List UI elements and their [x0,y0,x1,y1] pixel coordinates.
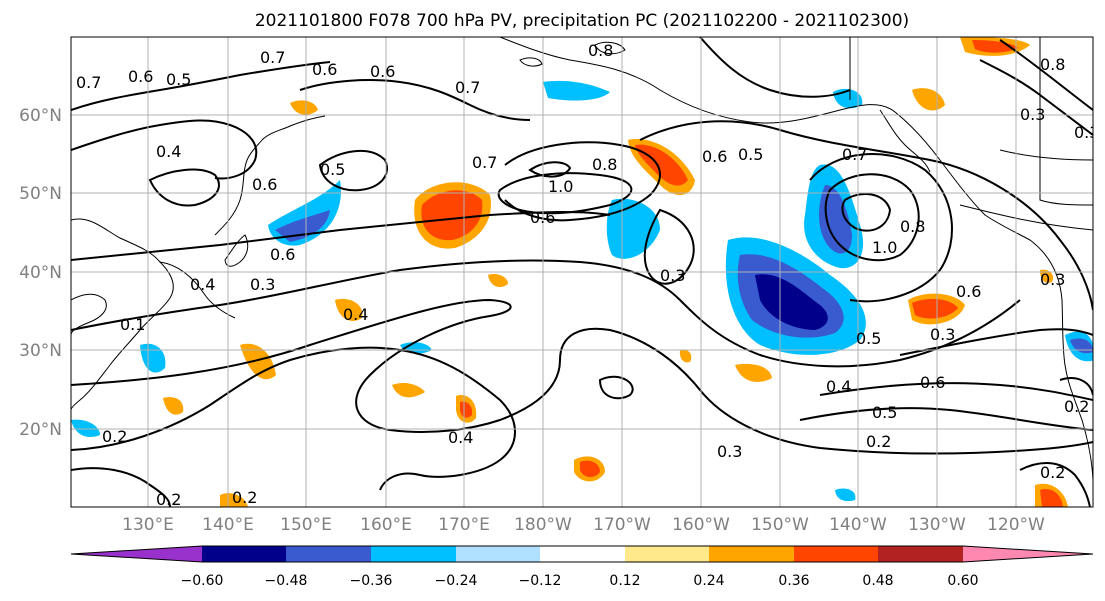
colorbar-label: 0.24 [693,573,724,589]
contour-label: 0.5 [872,403,897,422]
colorbar-label: −0.12 [519,573,562,589]
latitude-labels: 60°N 50°N 40°N 30°N 20°N [19,106,62,440]
contour-label: 0.6 [920,373,945,392]
colorbar-label: 0.12 [609,573,640,589]
colorbar-segment [456,546,540,562]
coastlines [71,37,1093,481]
colorbar-segment [794,546,878,562]
colorbar-extend-high [963,546,1093,562]
colorbar-label: −0.24 [435,573,478,589]
contour-label: 0.7 [455,78,480,97]
contour-label: 0.2 [102,427,127,446]
lon-label-130e: 130°E [122,515,174,535]
contour-label: 0.1 [120,315,145,334]
colorbar-label: −0.36 [350,573,393,589]
contour-label: 0.7 [842,145,867,164]
contour-label: 0.7 [472,153,497,172]
contour-label: 0.6 [128,67,153,86]
contour-label: 0.6 [370,62,395,81]
contour-label: 0.3 [930,325,955,344]
longitude-labels: 130°E 140°E 150°E 160°E 170°E 180°W 170°… [122,515,1045,535]
contour-label: 0.3 [1020,105,1045,124]
contour-label: 0.2 [866,432,891,451]
colorbar-segments [70,545,1094,563]
colorbar-label: 0.48 [862,573,893,589]
lon-label-160e: 160°E [360,515,412,535]
lon-label-150e: 150°E [280,515,332,535]
contour-label: 0.6 [312,60,337,79]
colorbar-extend-low [71,546,202,562]
contour-label: 0.3 [1074,123,1099,142]
lat-label-40n: 40°N [19,263,62,283]
contour-label: 0.4 [826,377,851,396]
colorbar-label: −0.48 [265,573,308,589]
contour-label: 0.6 [530,208,555,227]
contour-label: 0.5 [856,329,881,348]
contour-label: 0.2 [156,490,181,509]
lat-label-20n: 20°N [19,420,62,440]
contour-label: 1.0 [872,238,897,257]
contour-label: 0.3 [660,266,685,285]
contour-label: 0.4 [156,142,181,161]
lon-label-120w: 120°W [987,515,1045,535]
colorbar-segment [540,546,625,562]
lon-label-140e: 140°E [202,515,254,535]
contour-label: 0.6 [252,175,277,194]
colorbar-outline [70,545,1094,563]
lon-label-180w: 180°W [514,515,572,535]
contour-label: 0.5 [320,160,345,179]
colorbar-segment [878,546,963,562]
colorbar-label: 0.60 [947,573,978,589]
lon-label-130w: 130°W [908,515,966,535]
lat-label-30n: 30°N [19,341,62,361]
lat-label-50n: 50°N [19,184,62,204]
colorbar-segment [709,546,794,562]
contour-label: 0.6 [956,282,981,301]
contour-label: 0.7 [76,73,101,92]
contour-label: 0.5 [166,70,191,89]
contour-label: 1.0 [548,177,573,196]
map-panel: 0.5 0.7 0.6 0.7 0.8 0.7 0.6 0.6 0.4 0.6 … [70,36,1099,509]
lon-label-150w: 150°W [751,515,809,535]
lat-label-60n: 60°N [19,106,62,126]
contour-label: 0.8 [592,155,617,174]
contour-label: 0.2 [232,488,257,507]
lon-label-170w: 170°W [593,515,651,535]
figure-title: 2021101800 F078 700 hPa PV, precipitatio… [255,11,909,31]
lon-label-160w: 160°W [672,515,730,535]
contour-label: 0.3 [1040,270,1065,289]
contour-label: 0.7 [260,48,285,67]
contour-label: 0.4 [448,428,473,447]
contour-label: 0.8 [900,217,925,236]
contour-label: 0.2 [1064,397,1089,416]
contour-label: 0.8 [588,41,613,60]
lon-label-140w: 140°W [829,515,887,535]
colorbar: −0.60 −0.48 −0.36 −0.24 −0.12 0.12 0.24 … [70,545,1094,589]
colorbar-segment [202,546,286,562]
contour-labels: 0.5 0.7 0.6 0.7 0.8 0.7 0.6 0.6 0.4 0.6 … [76,41,1099,509]
map-gridlines [71,37,1093,507]
colorbar-labels: −0.60 −0.48 −0.36 −0.24 −0.12 0.12 0.24 … [181,573,979,589]
contour-label: 0.6 [270,245,295,264]
colorbar-label: −0.60 [181,573,224,589]
colorbar-segment [625,546,709,562]
contour-label: 0.8 [1040,55,1065,74]
contour-label: 0.4 [190,275,215,294]
map-frame [70,36,1094,508]
colorbar-label: 0.36 [778,573,809,589]
contour-label: 0.2 [1040,463,1065,482]
contour-label: 0.6 [702,147,727,166]
colorbar-segment [371,546,456,562]
contour-label: 0.5 [738,145,763,164]
contour-label: 0.3 [717,442,742,461]
lon-label-170e: 170°E [438,515,490,535]
contour-label: 0.4 [343,305,368,324]
colorbar-segment [286,546,371,562]
contour-label: 0.3 [250,275,275,294]
